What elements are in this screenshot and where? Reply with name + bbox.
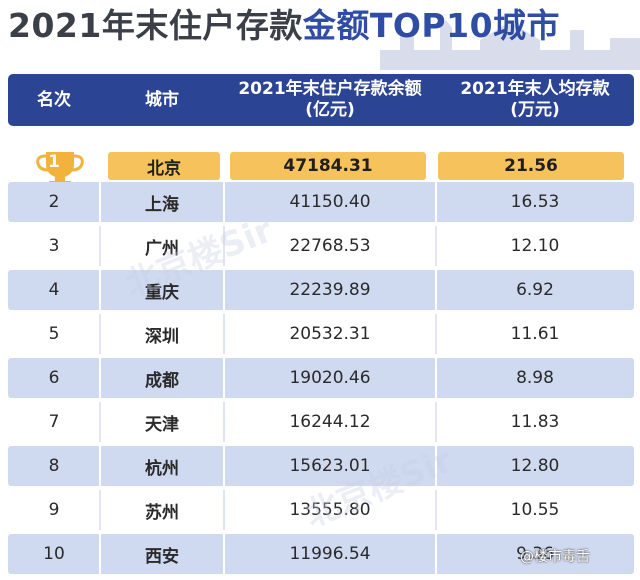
per-capita-cell: 21.56 <box>438 152 624 180</box>
source-credit: @楼市毒舌 <box>520 549 590 565</box>
column-divider <box>435 490 437 530</box>
column-divider <box>435 446 437 486</box>
city-cell: 成都 <box>145 370 179 391</box>
header-rank: 名次 <box>37 89 71 110</box>
deposit-cell: 19020.46 <box>289 368 371 388</box>
column-divider <box>435 402 437 442</box>
table-row: 8 杭州 15623.01 12.80 <box>8 446 634 486</box>
deposit-cell: 22768.53 <box>289 236 371 256</box>
per-capita-cell: 6.92 <box>516 280 554 300</box>
table-row: 7 天津 16244.12 11.83 <box>8 402 634 442</box>
column-divider <box>223 226 225 266</box>
per-capita-cell: 10.55 <box>510 500 560 520</box>
rank-cell: 10 <box>43 544 65 564</box>
city-cell: 苏州 <box>145 502 179 523</box>
column-divider <box>223 446 225 486</box>
skyline-decoration <box>380 20 640 70</box>
column-divider <box>435 270 437 310</box>
header-city: 城市 <box>145 89 179 110</box>
chart-title: 2021年末住户存款金额TOP10城市 <box>8 6 560 62</box>
column-divider <box>435 358 437 398</box>
column-divider <box>223 314 225 354</box>
column-divider <box>223 534 225 574</box>
column-divider <box>223 270 225 310</box>
city-cell: 西安 <box>145 546 179 567</box>
per-capita-cell: 11.61 <box>510 324 560 344</box>
deposit-cell: 41150.40 <box>289 192 371 212</box>
column-divider <box>99 358 101 398</box>
column-divider <box>99 534 101 574</box>
column-divider <box>99 446 101 486</box>
column-divider <box>99 402 101 442</box>
column-divider <box>223 358 225 398</box>
rank-cell: 4 <box>48 280 60 300</box>
city-cell: 杭州 <box>145 458 179 479</box>
rank-cell: 5 <box>48 324 60 344</box>
table-row: 9 苏州 13555.80 10.55 <box>8 490 634 530</box>
rank-cell: 8 <box>48 456 60 476</box>
column-divider <box>435 182 437 222</box>
header-per-capita: 2021年末人均存款 (万元) <box>460 79 610 120</box>
rank-cell: 9 <box>48 500 60 520</box>
table-row: 2 上海 41150.40 16.53 <box>8 182 634 222</box>
per-capita-cell: 9.36 <box>516 544 554 564</box>
column-divider <box>223 402 225 442</box>
table-row: 5 深圳 20532.31 11.61 <box>8 314 634 354</box>
column-divider <box>435 534 437 574</box>
table-row: 4 重庆 22239.89 6.92 <box>8 270 634 310</box>
column-divider <box>99 270 101 310</box>
column-divider <box>99 314 101 354</box>
deposit-cell: 22239.89 <box>289 280 371 300</box>
column-divider <box>223 490 225 530</box>
rank-cell: 6 <box>48 368 60 388</box>
column-divider <box>435 314 437 354</box>
city-cell: 上海 <box>145 194 179 215</box>
rank-cell: 1 <box>48 152 60 172</box>
rank-cell: 3 <box>48 236 60 256</box>
title-highlight: 金额TOP10城市 <box>302 6 561 45</box>
deposit-cell: 47184.31 <box>230 152 426 180</box>
deposit-cell: 13555.80 <box>289 500 371 520</box>
city-cell: 广州 <box>145 238 179 259</box>
table-row: 3 广州 22768.53 12.10 <box>8 226 634 266</box>
city-cell: 重庆 <box>145 282 179 303</box>
per-capita-cell: 12.80 <box>510 456 560 476</box>
deposit-cell: 20532.31 <box>289 324 371 344</box>
table-header: 名次 城市 2021年末住户存款余额 (亿元) 2021年末人均存款 (万元) <box>8 74 634 126</box>
city-cell: 深圳 <box>145 326 179 347</box>
rank-cell: 2 <box>48 192 60 212</box>
deposit-cell: 15623.01 <box>289 456 371 476</box>
deposit-cell: 16244.12 <box>289 412 371 432</box>
city-cell: 北京 <box>108 152 220 180</box>
table-row: 10 西安 11996.54 9.36 <box>8 534 634 574</box>
column-divider <box>435 226 437 266</box>
per-capita-cell: 16.53 <box>510 192 560 212</box>
table-row: 1 北京 47184.31 21.56 <box>8 146 634 186</box>
title-prefix: 2021年末住户存款 <box>8 6 303 45</box>
rank-cell: 7 <box>48 412 60 432</box>
header-deposit: 2021年末住户存款余额 (亿元) <box>238 79 422 120</box>
table-row: 6 成都 19020.46 8.98 <box>8 358 634 398</box>
column-divider <box>99 226 101 266</box>
column-divider <box>99 490 101 530</box>
city-cell: 天津 <box>145 414 179 435</box>
per-capita-cell: 12.10 <box>510 236 560 256</box>
column-divider <box>223 182 225 222</box>
deposit-cell: 11996.54 <box>289 544 371 564</box>
column-divider <box>99 182 101 222</box>
per-capita-cell: 8.98 <box>516 368 554 388</box>
per-capita-cell: 11.83 <box>510 412 560 432</box>
